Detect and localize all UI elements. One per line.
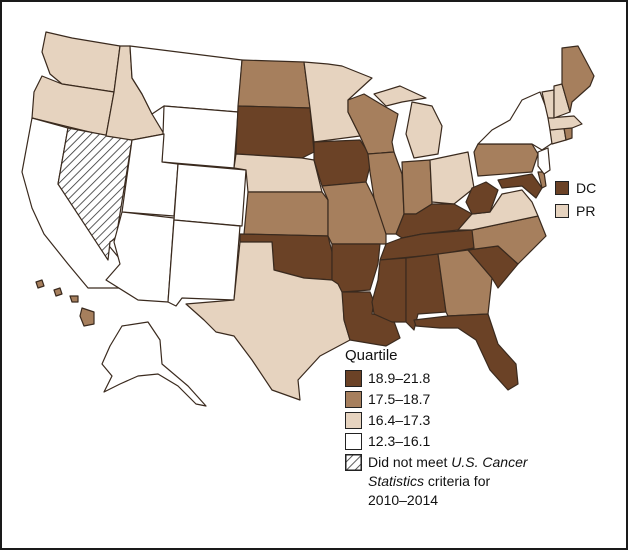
dc-swatch xyxy=(555,181,569,195)
not-met-text-1: Did not meet xyxy=(368,454,452,470)
state-mt xyxy=(129,45,243,115)
legend-item-not-met: Did not meet U.S. Cancer Statistics crit… xyxy=(345,453,595,517)
not-met-text-italic-2: Statistics xyxy=(368,473,425,489)
legend-swatch-q3 xyxy=(345,412,362,429)
legend-label-q2: 17.5–18.7 xyxy=(368,391,431,407)
pr-label: PR xyxy=(576,203,596,219)
hawaii-islands xyxy=(35,279,95,327)
legend-label-not-met: Did not meet U.S. Cancer Statistics crit… xyxy=(368,453,578,510)
state-ks xyxy=(243,191,329,237)
legend-title: Quartile xyxy=(345,347,398,364)
state-mi xyxy=(373,85,443,159)
legend-item-q1: 18.9–21.8 xyxy=(345,369,595,390)
state-co xyxy=(173,163,247,227)
dc-label: DC xyxy=(576,180,597,196)
state-ri xyxy=(563,127,573,141)
state-pa xyxy=(473,143,539,177)
legend-label-q4: 12.3–16.1 xyxy=(368,433,431,449)
state-hi-maui xyxy=(69,295,79,303)
state-in xyxy=(401,159,433,215)
state-ne xyxy=(233,153,323,193)
legend-item-q3: 16.4–17.3 xyxy=(345,411,595,432)
legend-swatch-q4 xyxy=(345,433,362,450)
legend-item-q2: 17.5–18.7 xyxy=(345,390,595,411)
state-wy xyxy=(161,105,239,169)
state-hi-big-island xyxy=(79,307,95,327)
state-ny xyxy=(477,91,555,151)
legend-swatch-q2 xyxy=(345,391,362,408)
legend-label-q1: 18.9–21.8 xyxy=(368,370,431,386)
legend: Quartile 18.9–21.8 17.5–18.7 16.4–17.3 1… xyxy=(345,347,595,517)
not-met-text-3: 2010–2014 xyxy=(368,492,439,508)
state-nc xyxy=(467,215,547,265)
state-hi-oahu xyxy=(53,287,63,297)
state-tx xyxy=(185,241,351,401)
legend-label-q3: 16.4–17.3 xyxy=(368,412,431,428)
legend-item-q4: 12.3–16.1 xyxy=(345,432,595,453)
not-met-text-2: criteria for xyxy=(424,473,491,489)
state-ct xyxy=(549,127,567,145)
state-oh xyxy=(429,151,475,205)
state-ia xyxy=(313,139,373,187)
state-ak xyxy=(101,321,207,407)
state-sd xyxy=(235,105,315,159)
state-nj xyxy=(537,147,551,175)
state-wi xyxy=(347,93,399,155)
legend-swatch-q1 xyxy=(345,370,362,387)
state-nd xyxy=(237,59,311,109)
state-ar xyxy=(331,243,381,293)
state-wv xyxy=(465,181,499,215)
state-hi-kauai xyxy=(35,279,45,289)
state-me xyxy=(561,45,595,113)
pr-swatch xyxy=(555,204,569,218)
state-nm xyxy=(167,219,241,307)
state-ma xyxy=(547,115,583,131)
state-md xyxy=(497,173,543,199)
not-met-text-italic-1: U.S. Cancer xyxy=(451,454,528,470)
state-fl xyxy=(413,313,519,391)
legend-swatch-hatched xyxy=(345,454,362,471)
